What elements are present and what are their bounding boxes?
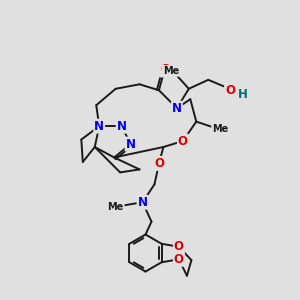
Text: O: O [225,84,235,97]
Text: N: N [137,196,148,209]
Text: O: O [178,134,188,148]
Text: Me: Me [212,124,228,134]
Text: Me: Me [107,202,124,212]
Text: O: O [174,253,184,266]
Text: N: N [94,120,104,133]
Text: H: H [238,88,248,101]
Text: O: O [174,240,184,253]
Text: N: N [117,120,127,133]
Text: N: N [172,102,182,115]
Text: O: O [154,157,164,170]
Text: N: N [126,137,136,151]
Text: O: O [160,64,170,76]
Text: Me: Me [163,66,179,76]
